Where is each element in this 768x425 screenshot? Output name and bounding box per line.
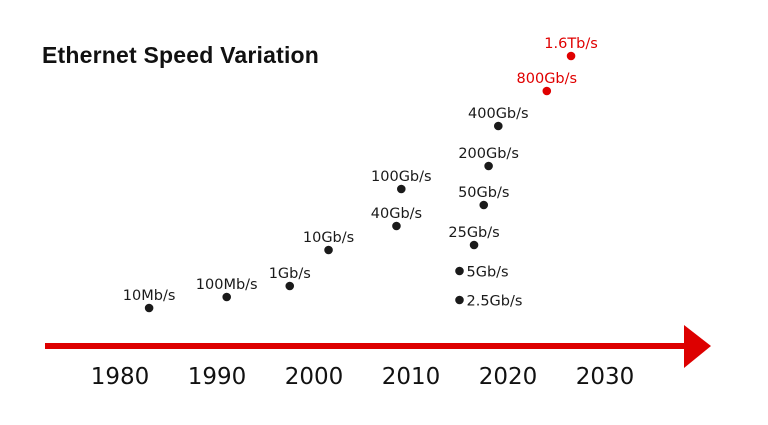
data-point-label: 800Gb/s	[517, 71, 578, 87]
year-tick-label: 1980	[91, 364, 150, 390]
data-point-label: 10Mb/s	[123, 288, 176, 304]
year-tick-label: 2030	[576, 364, 635, 390]
timeline-axis-line	[45, 343, 690, 349]
data-point	[455, 266, 464, 276]
data-point-label: 40Gb/s	[371, 206, 422, 222]
data-point	[222, 292, 231, 302]
data-point-label: 200Gb/s	[458, 146, 519, 162]
data-point	[397, 184, 406, 194]
data-point	[566, 51, 576, 61]
timeline-arrowhead	[684, 325, 711, 368]
data-point	[469, 240, 479, 250]
data-point-label: 1Gb/s	[269, 266, 311, 282]
data-point-label: 1.6Tb/s	[544, 36, 598, 52]
year-tick-label: 2000	[285, 364, 344, 390]
data-point	[484, 161, 493, 171]
data-point	[479, 200, 489, 210]
data-point-label: 25Gb/s	[448, 225, 499, 241]
data-point-label: 400Gb/s	[468, 106, 529, 122]
data-point	[144, 303, 154, 313]
data-point	[494, 121, 503, 131]
year-tick-label: 2020	[479, 364, 538, 390]
data-point-label: 2.5Gb/s	[467, 294, 523, 310]
year-tick-label: 2010	[382, 364, 441, 390]
data-point-label: 5Gb/s	[467, 265, 509, 281]
data-point-label: 100Gb/s	[371, 169, 432, 185]
data-point	[542, 86, 552, 96]
year-tick-label: 1990	[188, 364, 247, 390]
data-point	[285, 281, 295, 291]
data-point-label: 100Mb/s	[196, 277, 258, 293]
data-point	[455, 295, 464, 305]
data-point	[392, 221, 401, 231]
data-point-label: 50Gb/s	[458, 185, 509, 201]
data-point	[324, 245, 333, 255]
chart-title: Ethernet Speed Variation	[42, 42, 320, 68]
data-point-label: 10Gb/s	[303, 230, 354, 246]
